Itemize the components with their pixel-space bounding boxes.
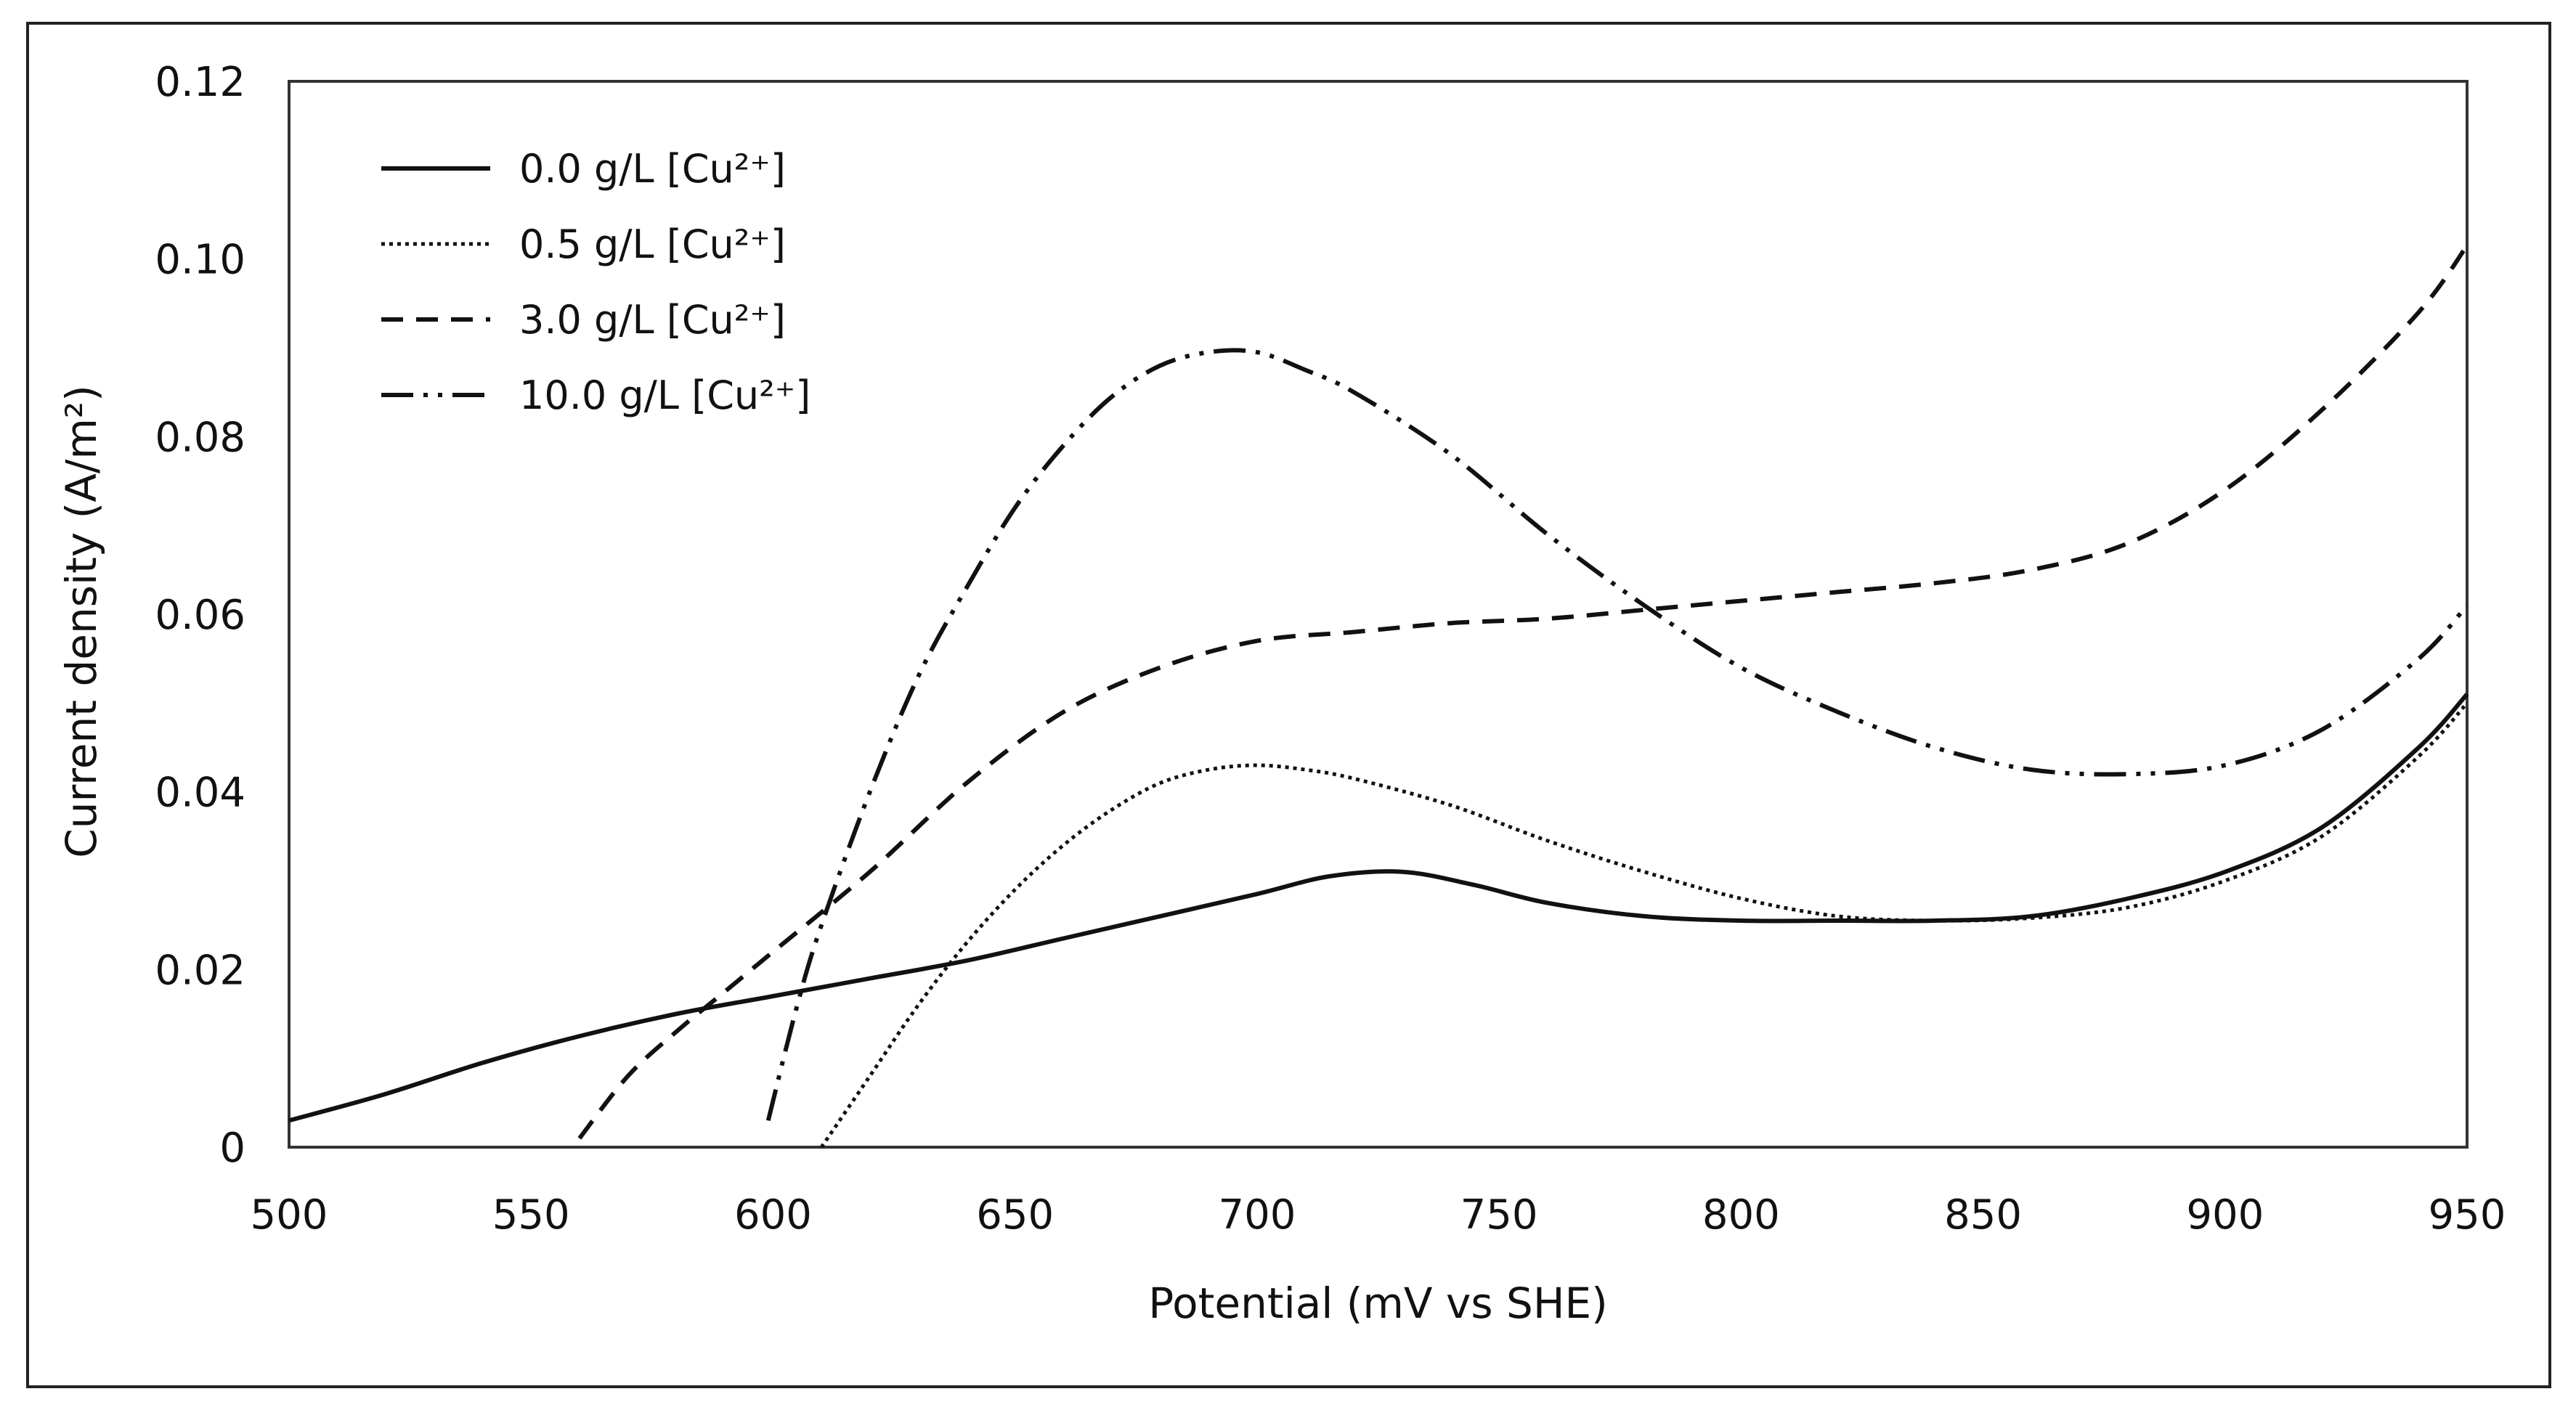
x-tick-label: 500	[251, 1191, 328, 1239]
legend-entry: 0.0 g/L [Cu²⁺]	[381, 146, 786, 192]
figure-border	[26, 22, 2551, 1388]
x-tick-label: 600	[734, 1191, 812, 1239]
y-tick-label: 0	[219, 1125, 245, 1172]
legend-label: 10.0 g/L [Cu²⁺]	[519, 372, 810, 418]
legend-entry: 3.0 g/L [Cu²⁺]	[381, 297, 786, 343]
x-tick-label: 950	[2429, 1191, 2506, 1239]
x-axis-ticks: 500 550 600 650 700 750 800 850 900 950	[251, 1191, 2506, 1239]
plot-area-frame	[288, 80, 2469, 1149]
legend-label: 0.0 g/L [Cu²⁺]	[519, 146, 786, 192]
legend-entry: 10.0 g/L [Cu²⁺]	[381, 372, 810, 418]
x-tick-label: 550	[492, 1191, 570, 1239]
legend: 0.0 g/L [Cu²⁺] 0.5 g/L [Cu²⁺] 3.0 g/L [Cu²…	[381, 146, 810, 418]
x-tick-label: 800	[1702, 1191, 1780, 1239]
x-tick-label: 650	[976, 1191, 1054, 1239]
y-tick-label: 0.04	[155, 770, 245, 817]
x-tick-label: 750	[1460, 1191, 1538, 1239]
series-line	[765, 348, 2469, 1122]
y-axis-ticks: 0 0.02 0.04 0.06 0.08 0.10 0.12	[155, 59, 245, 1172]
x-tick-label: 700	[1218, 1191, 1296, 1239]
legend-label: 0.5 g/L [Cu²⁺]	[519, 221, 786, 267]
y-tick-label: 0.12	[155, 59, 245, 106]
legend-entry: 0.5 g/L [Cu²⁺]	[381, 221, 786, 267]
x-tick-label: 850	[1944, 1191, 2022, 1239]
y-tick-label: 0.06	[155, 592, 245, 639]
x-tick-label: 900	[2186, 1191, 2264, 1239]
y-tick-label: 0.02	[155, 947, 245, 994]
y-tick-label: 0.08	[155, 414, 245, 461]
series-layer	[288, 244, 2469, 1149]
y-axis-title: Current density (A/m²)	[57, 385, 106, 858]
series-line	[577, 244, 2469, 1140]
series-line	[820, 701, 2469, 1149]
series-line	[288, 693, 2469, 1123]
x-axis-title: Potential (mV vs SHE)	[1148, 1279, 1607, 1328]
legend-label: 3.0 g/L [Cu²⁺]	[519, 297, 786, 343]
y-tick-label: 0.10	[155, 237, 245, 284]
